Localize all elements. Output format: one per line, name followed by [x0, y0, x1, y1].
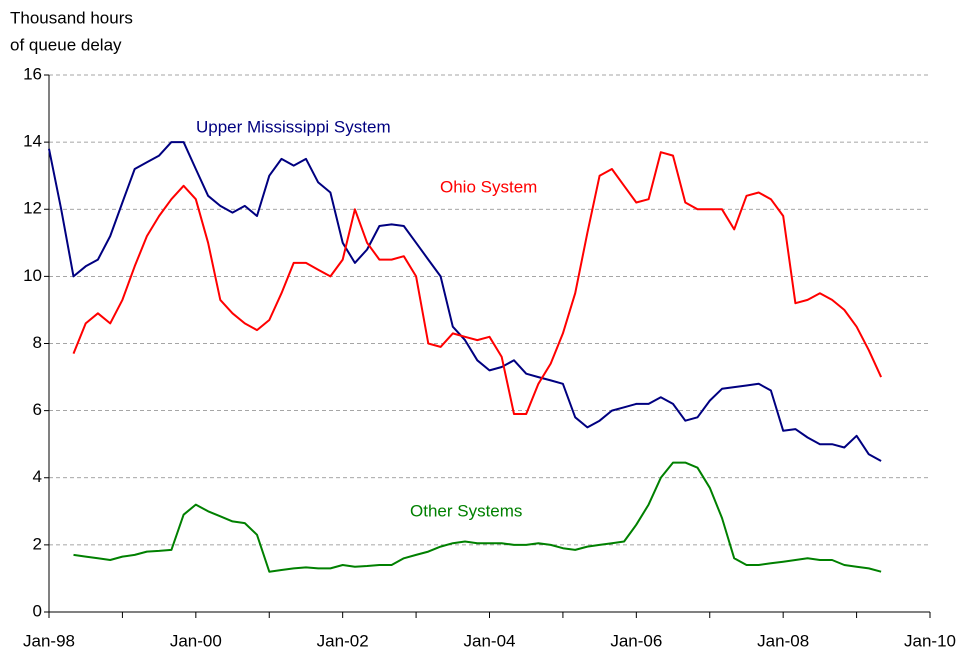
y-tick-label: 4 [33, 467, 42, 486]
y-tick-label: 8 [33, 333, 42, 352]
y-tick-label: 2 [33, 534, 42, 553]
y-tick-label: 6 [33, 400, 42, 419]
series-label: Other Systems [410, 501, 522, 520]
x-tick-label: Jan-00 [170, 631, 222, 650]
y-axis-label: Thousand hours [10, 8, 133, 27]
y-axis-label: of queue delay [10, 35, 122, 54]
series-line [72, 151, 883, 415]
x-tick-label: Jan-06 [610, 631, 662, 650]
x-tick-label: Jan-02 [317, 631, 369, 650]
series-label: Upper Mississippi System [196, 117, 391, 136]
series-line [48, 141, 882, 462]
y-tick-label: 12 [23, 199, 42, 218]
y-tick-label: 16 [23, 64, 42, 83]
y-tick-label: 14 [23, 132, 42, 151]
x-tick-label: Jan-10 [904, 631, 956, 650]
x-tick-label: Jan-98 [23, 631, 75, 650]
y-tick-label: 10 [23, 266, 42, 285]
series-label: Ohio System [440, 177, 537, 196]
y-tick-label: 0 [33, 601, 42, 620]
series-line [73, 461, 882, 573]
x-tick-label: Jan-08 [757, 631, 809, 650]
x-tick-label: Jan-04 [464, 631, 516, 650]
